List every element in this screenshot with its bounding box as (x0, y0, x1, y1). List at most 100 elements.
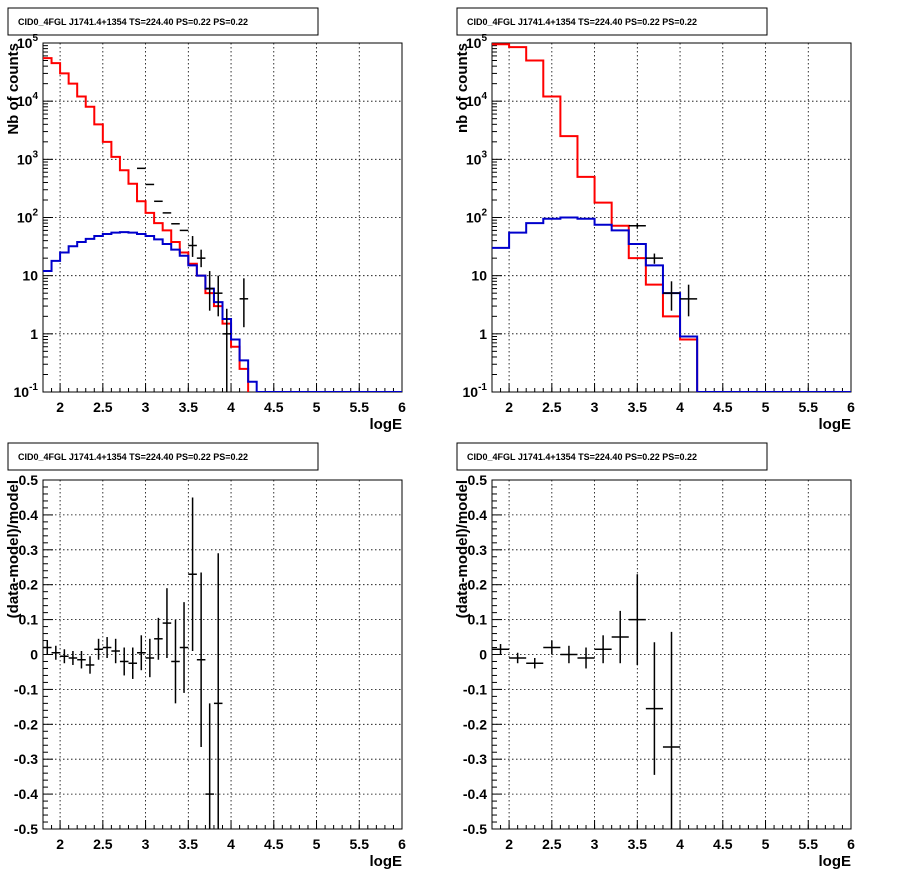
x-axis-label: logE (370, 853, 403, 870)
y-tick-label: 0.3 (19, 542, 39, 558)
histogram-series-red (492, 43, 699, 392)
x-tick-label: 6 (847, 836, 855, 852)
chart-panel-4: CID0_4FGL J1741.4+1354 TS=224.40 PS=0.22… (454, 442, 855, 870)
x-tick-label: 2 (56, 836, 64, 852)
chart-title: CID0_4FGL J1741.4+1354 TS=224.40 PS=0.22… (467, 17, 697, 27)
x-tick-label: 3 (142, 399, 150, 415)
y-tick-exponent: 5 (32, 33, 38, 44)
x-tick-label: 6 (398, 399, 406, 415)
y-tick-label: 103 (17, 149, 39, 167)
x-axis-label: logE (819, 416, 852, 433)
x-axis-label: logE (370, 416, 403, 433)
chart-title: CID0_4FGL J1741.4+1354 TS=224.40 PS=0.22… (18, 452, 248, 462)
y-tick-exponent: 2 (481, 208, 487, 219)
chart-title: CID0_4FGL J1741.4+1354 TS=224.40 PS=0.22… (467, 452, 697, 462)
y-tick-exponent: 4 (32, 91, 38, 102)
x-tick-label: 2.5 (93, 399, 113, 415)
x-tick-label: 5 (762, 399, 770, 415)
y-tick-label: 0.5 (468, 472, 488, 488)
x-tick-label: 6 (398, 836, 406, 852)
x-tick-label: 3.5 (628, 399, 648, 415)
x-tick-label: 5 (762, 836, 770, 852)
y-tick-label: 1 (479, 326, 487, 342)
y-tick-label: -0.2 (14, 716, 38, 732)
y-tick-label: -0.3 (14, 751, 38, 767)
y-tick-label: -0.4 (14, 786, 38, 802)
plot-frame (42, 42, 403, 393)
y-tick-label: 0 (30, 647, 38, 663)
y-axis-label: nb of counts (454, 43, 471, 133)
title-box (456, 442, 768, 471)
histogram-series-red (43, 57, 250, 392)
y-axis-label: (data-model)/model (454, 480, 471, 618)
x-axis-label: logE (819, 853, 852, 870)
y-tick-label: -0.2 (463, 716, 487, 732)
y-tick-label: 0.2 (468, 577, 488, 593)
y-tick-exponent: 4 (481, 91, 487, 102)
y-tick-label: 0.1 (468, 612, 488, 628)
x-tick-label: 4.5 (713, 836, 733, 852)
data-layer (43, 57, 402, 392)
x-tick-label: 5.5 (799, 399, 819, 415)
x-tick-label: 4 (227, 836, 235, 852)
x-tick-label: 3 (142, 836, 150, 852)
x-tick-label: 3 (591, 399, 599, 415)
y-tick-label: 0 (479, 647, 487, 663)
y-tick-label: 102 (466, 208, 488, 226)
x-tick-label: 5 (313, 399, 321, 415)
x-tick-label: 3.5 (628, 836, 648, 852)
y-tick-label: -0.4 (463, 786, 487, 802)
x-tick-label: 3.5 (179, 836, 199, 852)
title-box (456, 7, 768, 36)
x-tick-label: 2.5 (93, 836, 113, 852)
histogram-series-blue (492, 216, 851, 392)
y-axis-label: (data-model)/model (5, 480, 22, 618)
x-tick-label: 3.5 (179, 399, 199, 415)
x-tick-label: 5.5 (350, 836, 370, 852)
y-tick-label: -0.5 (463, 821, 487, 837)
y-tick-label: -0.5 (14, 821, 38, 837)
y-tick-exponent: 3 (32, 149, 38, 160)
y-tick-label: 0.1 (19, 612, 39, 628)
y-tick-label: 103 (466, 149, 488, 167)
x-tick-label: 4.5 (264, 399, 284, 415)
chart-panel-1: CID0_4FGL J1741.4+1354 TS=224.40 PS=0.22… (5, 7, 406, 433)
x-tick-label: 2 (505, 399, 513, 415)
x-tick-label: 2.5 (542, 836, 562, 852)
x-tick-label: 5 (313, 836, 321, 852)
x-tick-label: 6 (847, 399, 855, 415)
title-box (7, 442, 319, 471)
data-layer (43, 497, 223, 829)
data-layer (492, 574, 681, 829)
chart-panel-3: CID0_4FGL J1741.4+1354 TS=224.40 PS=0.22… (5, 442, 406, 870)
plot-frame (491, 42, 852, 393)
plot-frame (42, 479, 403, 830)
y-tick-exponent: -1 (29, 382, 38, 393)
x-tick-label: 5.5 (799, 836, 819, 852)
x-tick-label: 4.5 (713, 399, 733, 415)
y-tick-label: 0.5 (19, 472, 39, 488)
y-tick-exponent: 2 (32, 208, 38, 219)
histogram-series-blue (43, 231, 402, 392)
title-box (7, 7, 319, 36)
x-tick-label: 2 (505, 836, 513, 852)
y-tick-label: 1 (30, 326, 38, 342)
chart-panel-2: CID0_4FGL J1741.4+1354 TS=224.40 PS=0.22… (454, 7, 855, 433)
y-tick-label: 0.4 (468, 507, 488, 523)
y-tick-label: 102 (17, 208, 39, 226)
y-tick-label: -0.3 (463, 751, 487, 767)
y-tick-exponent: 3 (481, 149, 487, 160)
x-tick-label: 4 (676, 836, 684, 852)
x-tick-label: 5.5 (350, 399, 370, 415)
y-tick-label: 0.3 (468, 542, 488, 558)
y-axis-label: Nb of counts (5, 43, 22, 135)
y-tick-label: 10-1 (14, 382, 39, 400)
y-tick-label: 10-1 (463, 382, 488, 400)
data-layer (492, 43, 851, 392)
y-tick-label: -0.1 (463, 681, 487, 697)
x-tick-label: 4 (227, 399, 235, 415)
y-tick-exponent: 5 (481, 33, 487, 44)
y-tick-exponent: -1 (478, 382, 487, 393)
y-tick-label: -0.1 (14, 681, 38, 697)
